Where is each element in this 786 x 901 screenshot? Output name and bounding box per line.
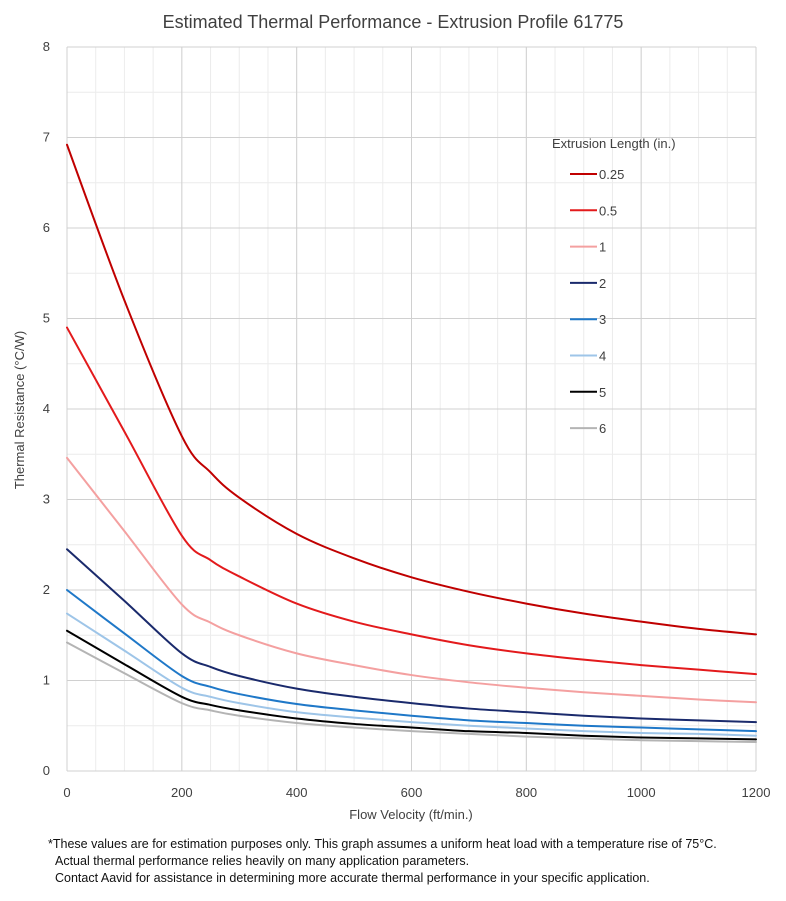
- y-tick-label: 8: [43, 39, 50, 54]
- chart-title: Estimated Thermal Performance - Extrusio…: [163, 12, 624, 32]
- series-line-2: [66, 548, 757, 724]
- y-tick-label: 1: [43, 673, 50, 688]
- series-line-4: [66, 612, 757, 737]
- legend-label-0.25: 0.25: [599, 167, 624, 182]
- legend-label-0.5: 0.5: [599, 203, 617, 218]
- x-tick-label: 0: [63, 785, 70, 800]
- legend-title: Extrusion Length (in.): [552, 136, 676, 151]
- y-tick-label: 5: [43, 311, 50, 326]
- y-tick-label: 0: [43, 763, 50, 778]
- x-tick-label: 200: [171, 785, 193, 800]
- x-tick-label: 800: [515, 785, 537, 800]
- series-line-3: [66, 589, 757, 733]
- legend-label-5: 5: [599, 385, 606, 400]
- legend-label-6: 6: [599, 421, 606, 436]
- series-line-5: [66, 629, 757, 741]
- footnote-line-2: Actual thermal performance relies heavil…: [55, 854, 470, 868]
- series-lines: [66, 143, 757, 744]
- series-line-6: [66, 641, 757, 744]
- legend-label-2: 2: [599, 276, 606, 291]
- x-axis-label: Flow Velocity (ft/min.): [349, 807, 473, 822]
- footnote: *These values are for estimation purpose…: [48, 836, 783, 887]
- thermal-performance-chart: Estimated Thermal Performance - Extrusio…: [12, 12, 771, 822]
- footnote-line-3: Contact Aavid for assistance in determin…: [55, 871, 650, 885]
- y-tick-label: 6: [43, 220, 50, 235]
- grid: [66, 46, 757, 772]
- legend-label-1: 1: [599, 240, 606, 255]
- footnote-line-1: *These values are for estimation purpose…: [48, 837, 717, 851]
- x-tick-label: 1200: [742, 785, 771, 800]
- legend-label-4: 4: [599, 349, 606, 364]
- y-tick-label: 2: [43, 582, 50, 597]
- y-axis-label: Thermal Resistance (°C/W): [12, 331, 27, 489]
- series-line-0.5: [66, 326, 757, 676]
- x-tick-label: 400: [286, 785, 308, 800]
- legend: Extrusion Length (in.) 0.25 0.5 1 2 3 4 5 6: [552, 136, 676, 436]
- legend-label-3: 3: [599, 312, 606, 327]
- x-tick-label: 1000: [627, 785, 656, 800]
- y-tick-label: 4: [43, 401, 50, 416]
- y-tick-label: 7: [43, 130, 50, 145]
- series-line-1: [66, 456, 757, 704]
- x-tick-label: 600: [401, 785, 423, 800]
- y-tick-label: 3: [43, 492, 50, 507]
- series-line-0.25: [66, 143, 757, 636]
- axis-ticks: 0 200 400 600 800 1000 1200 0 1 2 3 4 5 6 7 8: [43, 39, 771, 800]
